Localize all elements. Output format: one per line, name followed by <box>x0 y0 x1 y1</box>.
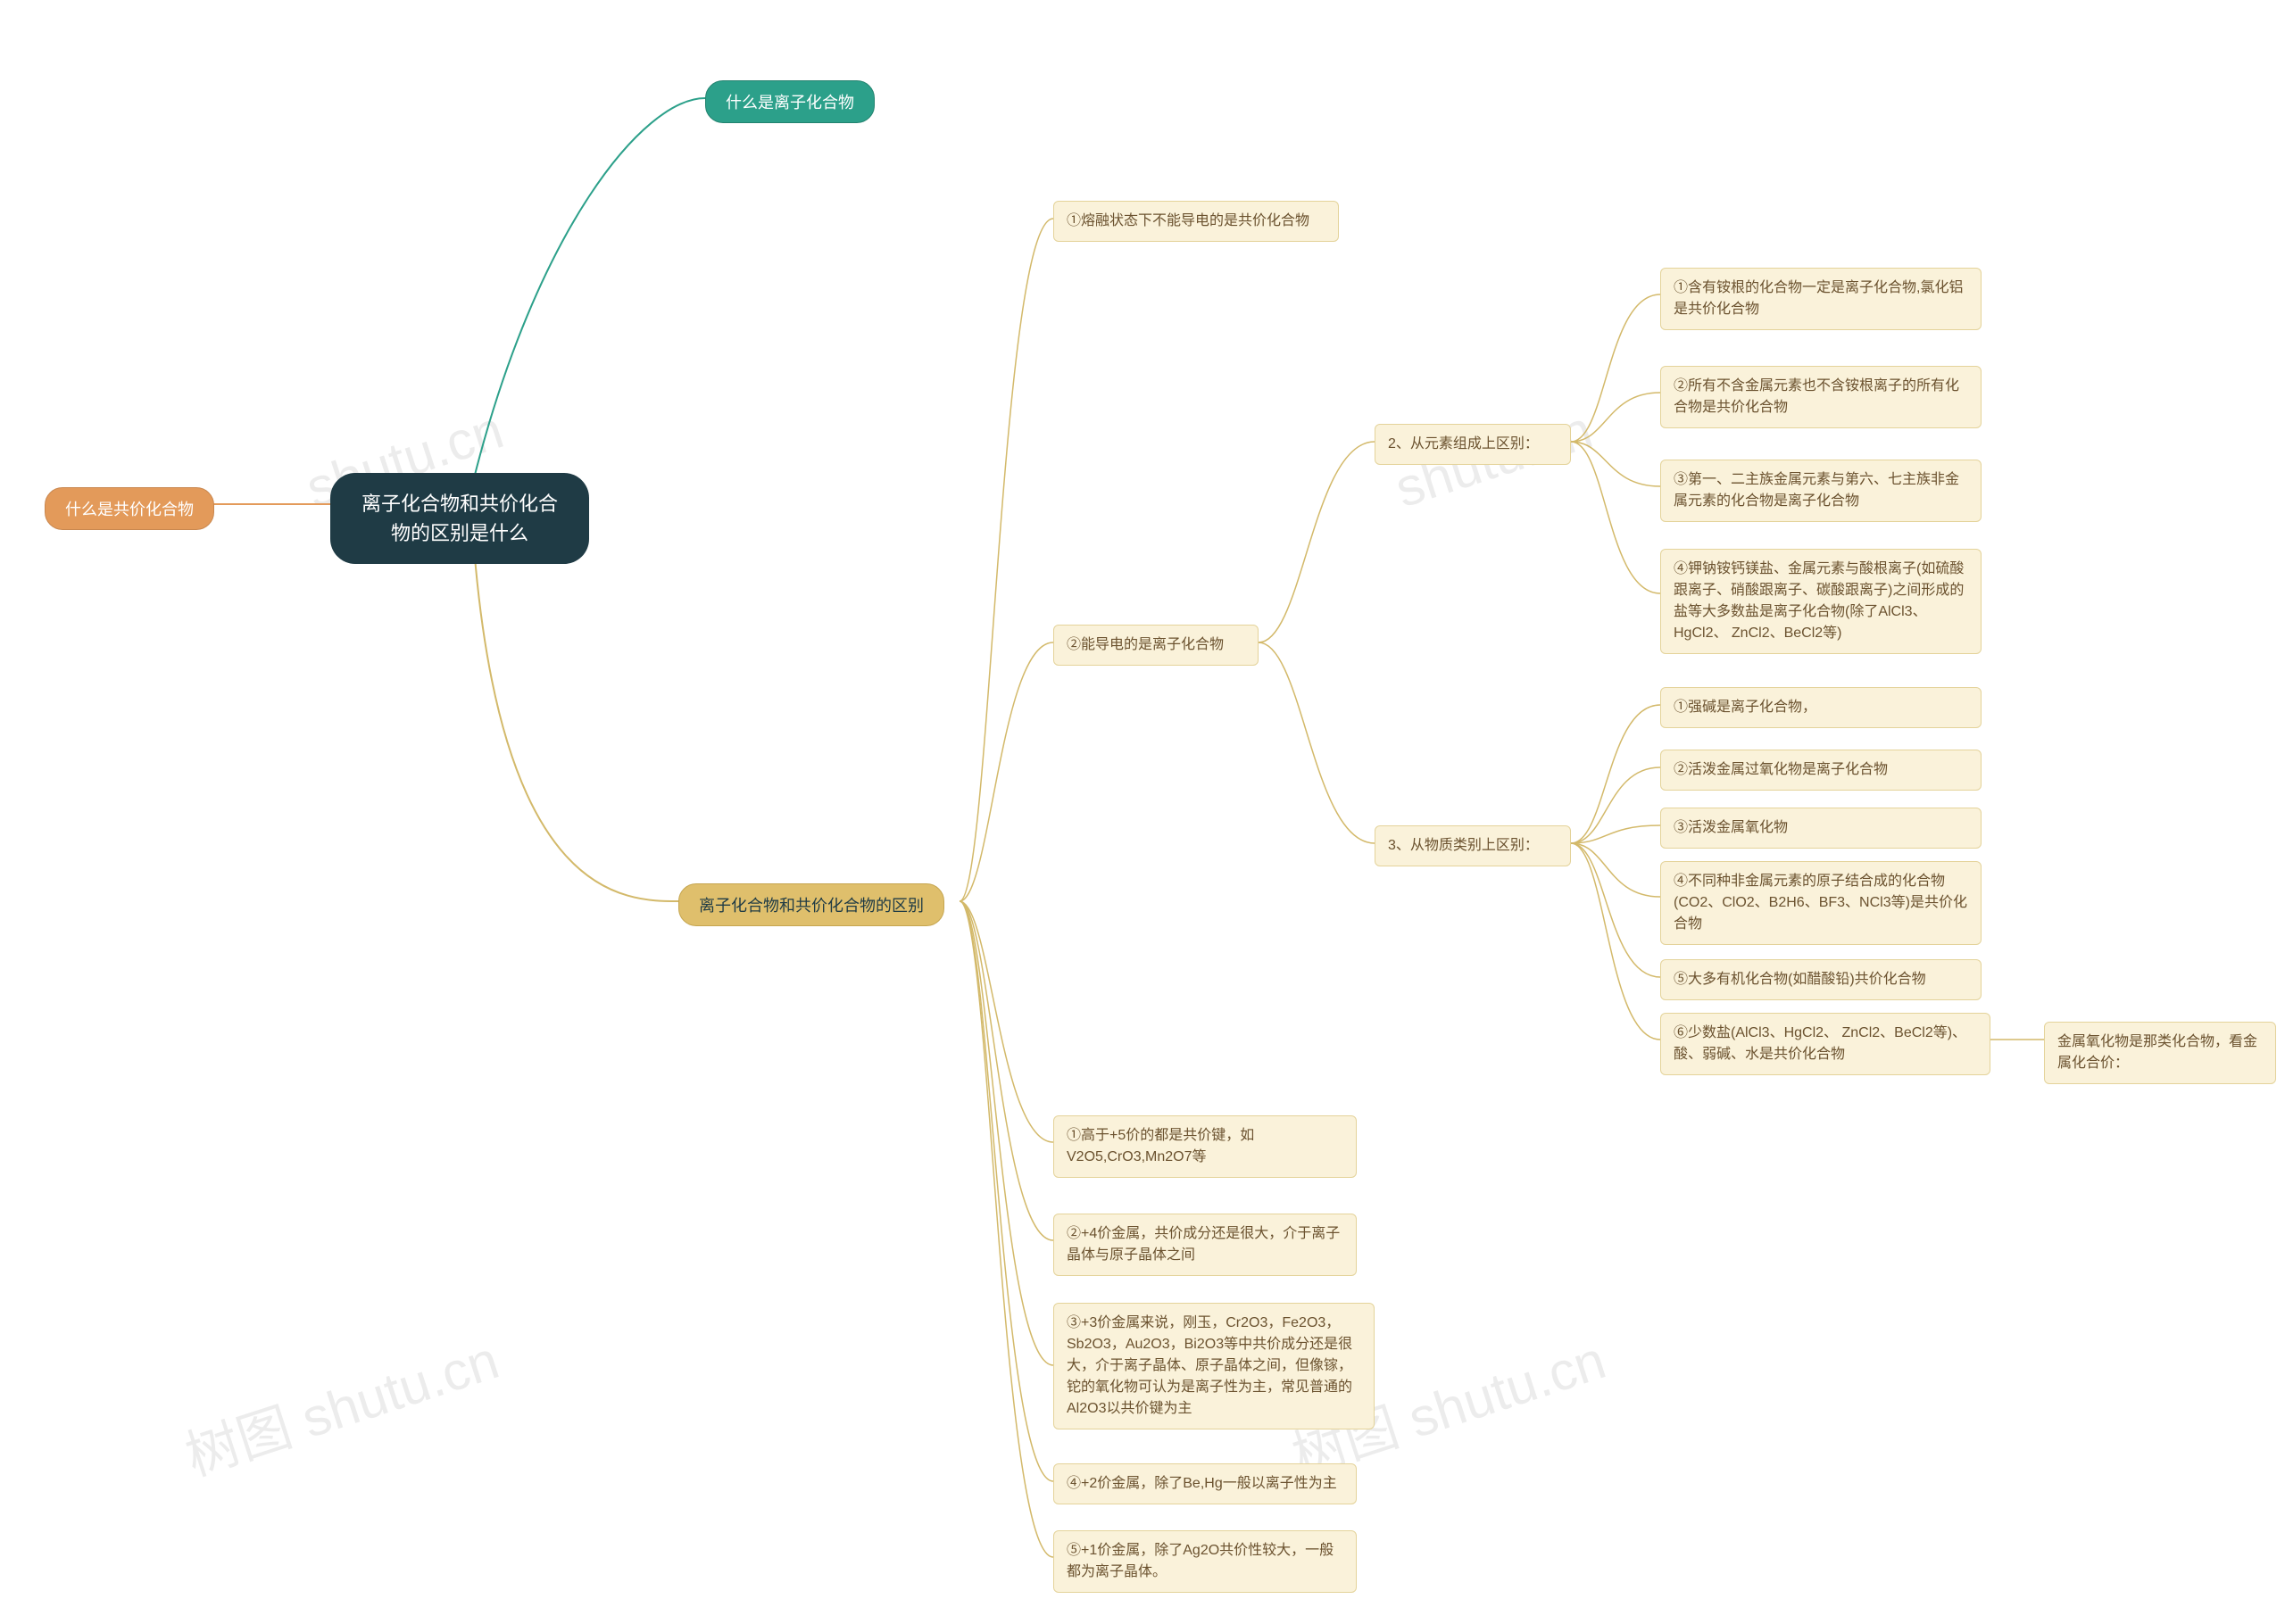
leaf-n2a4[interactable]: ④钾钠铵钙镁盐、金属元素与酸根离子(如硫酸跟离子、硝酸跟离子、碳酸跟离子)之间形… <box>1660 549 1982 654</box>
leaf-n7[interactable]: ⑤+1价金属，除了Ag2O共价性较大，一般都为离子晶体。 <box>1053 1530 1357 1593</box>
leaf-n1[interactable]: ①熔融状态下不能导电的是共价化合物 <box>1053 201 1339 242</box>
leaf-n2a3[interactable]: ③第一、二主族金属元素与第六、七主族非金属元素的化合物是离子化合物 <box>1660 460 1982 522</box>
root-node[interactable]: 离子化合物和共价化合物的区别是什么 <box>330 473 589 564</box>
leaf-n2b4[interactable]: ④不同种非金属元素的原子结合成的化合物(CO2、ClO2、B2H6、BF3、NC… <box>1660 861 1982 945</box>
leaf-n2b6x[interactable]: 金属氧化物是那类化合物，看金属化合价： <box>2044 1022 2276 1084</box>
branch-teal[interactable]: 什么是离子化合物 <box>705 80 875 123</box>
leaf-n5[interactable]: ③+3价金属来说，刚玉，Cr2O3，Fe2O3，Sb2O3，Au2O3，Bi2O… <box>1053 1303 1375 1429</box>
leaf-n2b[interactable]: 3、从物质类别上区别： <box>1375 825 1571 866</box>
leaf-n4[interactable]: ②+4价金属，共价成分还是很大，介于离子晶体与原子晶体之间 <box>1053 1214 1357 1276</box>
leaf-n2a2[interactable]: ②所有不含金属元素也不含铵根离子的所有化合物是共价化合物 <box>1660 366 1982 428</box>
leaf-n6[interactable]: ④+2价金属，除了Be,Hg一般以离子性为主 <box>1053 1463 1357 1504</box>
leaf-n2b2[interactable]: ②活泼金属过氧化物是离子化合物 <box>1660 750 1982 791</box>
leaf-n2[interactable]: ②能导电的是离子化合物 <box>1053 625 1259 666</box>
leaf-n2b3[interactable]: ③活泼金属氧化物 <box>1660 808 1982 849</box>
leaf-n2b5[interactable]: ⑤大多有机化合物(如醋酸铅)共价化合物 <box>1660 959 1982 1000</box>
leaf-n2b1[interactable]: ①强碱是离子化合物， <box>1660 687 1982 728</box>
leaf-n2a[interactable]: 2、从元素组成上区别： <box>1375 424 1571 465</box>
leaf-n2a1[interactable]: ①含有铵根的化合物一定是离子化合物,氯化铝是共价化合物 <box>1660 268 1982 330</box>
watermark: 树图 shutu.cn <box>174 1317 507 1491</box>
leaf-n2b6[interactable]: ⑥少数盐(AlCl3、HgCl2、 ZnCl2、BeCl2等)、酸、弱碱、水是共… <box>1660 1013 1990 1075</box>
branch-orange[interactable]: 什么是共价化合物 <box>45 487 214 530</box>
branch-gold[interactable]: 离子化合物和共价化合物的区别 <box>678 883 944 926</box>
leaf-n3[interactable]: ①高于+5价的都是共价键，如V2O5,CrO3,Mn2O7等 <box>1053 1115 1357 1178</box>
